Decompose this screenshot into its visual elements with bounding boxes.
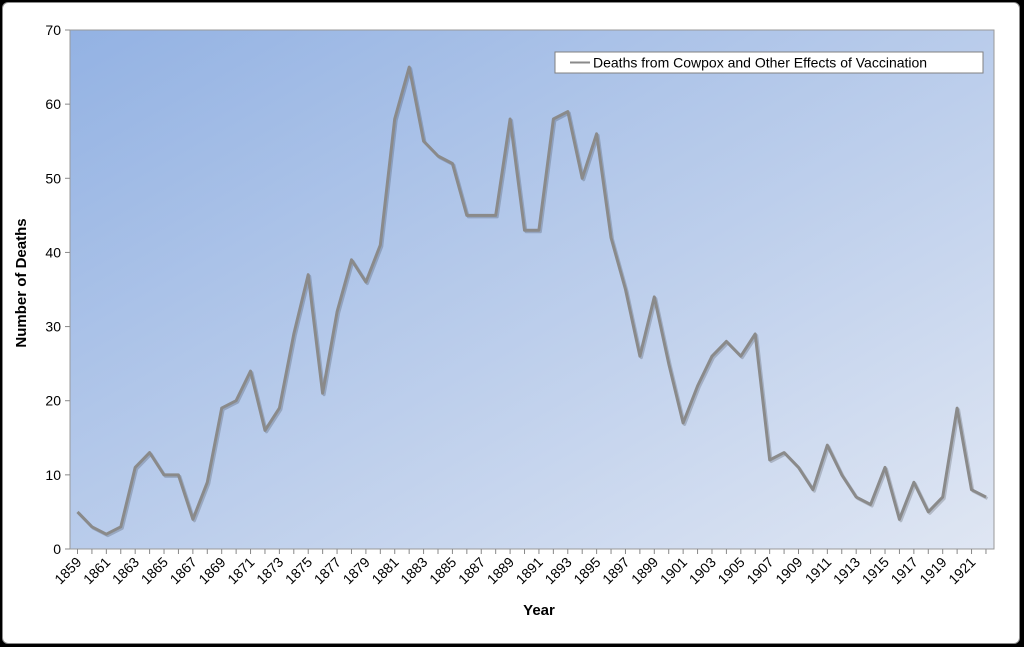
- x-tick-label: 1863: [109, 554, 142, 587]
- x-axis: 1859186118631865186718691871187318751877…: [51, 549, 987, 587]
- x-tick-label: 1921: [945, 554, 978, 587]
- x-tick-label: 1907: [743, 554, 776, 587]
- x-tick-label: 1895: [570, 554, 603, 587]
- x-tick-label: 1867: [167, 554, 200, 587]
- plot-area: [69, 29, 995, 550]
- y-tick-label: 40: [45, 244, 61, 260]
- x-tick-label: 1887: [455, 554, 488, 587]
- x-tick-label: 1893: [541, 554, 574, 587]
- series-layer: [76, 65, 989, 538]
- x-tick-label: 1883: [397, 554, 430, 587]
- x-tick-label: 1905: [714, 554, 747, 587]
- y-axis: 0 10 20 30 40 50 60 70: [45, 22, 70, 557]
- x-tick-label: 1865: [138, 554, 171, 587]
- x-tick-label: 1859: [51, 554, 84, 587]
- x-tick-label: 1885: [426, 554, 459, 587]
- x-tick-label: 1869: [195, 554, 228, 587]
- x-tick-label: 1877: [311, 554, 344, 587]
- x-tick-label: 1861: [80, 554, 113, 587]
- y-tick-label: 30: [45, 319, 61, 335]
- y-tick-label: 20: [45, 393, 61, 409]
- y-tick-label: 0: [53, 541, 61, 557]
- x-tick-label: 1903: [686, 554, 719, 587]
- x-tick-label: 1871: [224, 554, 257, 587]
- y-tick-label: 60: [45, 96, 61, 112]
- y-axis-title: Number of Deaths: [13, 218, 30, 347]
- x-tick-label: 1915: [859, 554, 892, 587]
- x-tick-label: 1917: [888, 554, 921, 587]
- x-tick-label: 1875: [282, 554, 315, 587]
- series-line: [76, 65, 987, 536]
- y-tick-label: 70: [45, 22, 61, 38]
- x-tick-label: 1909: [772, 554, 805, 587]
- x-tick-label: 1891: [513, 554, 546, 587]
- x-tick-label: 1897: [599, 554, 632, 587]
- x-tick-label: 1873: [253, 554, 286, 587]
- x-tick-label: 1899: [628, 554, 661, 587]
- legend-label: Deaths from Cowpox and Other Effects of …: [593, 55, 927, 71]
- x-tick-label: 1889: [484, 554, 517, 587]
- x-tick-label: 1879: [340, 554, 373, 587]
- x-tick-label: 1881: [368, 554, 401, 587]
- y-tick-label: 10: [45, 467, 61, 483]
- y-tick-label: 50: [45, 170, 61, 186]
- x-tick-label: 1901: [657, 554, 690, 587]
- x-axis-title: Year: [523, 602, 555, 619]
- legend: Deaths from Cowpox and Other Effects of …: [554, 51, 984, 74]
- legend-box: [554, 51, 984, 74]
- x-tick-label: 1911: [802, 554, 835, 587]
- x-tick-label: 1913: [830, 554, 863, 587]
- x-tick-label: 1919: [916, 554, 949, 587]
